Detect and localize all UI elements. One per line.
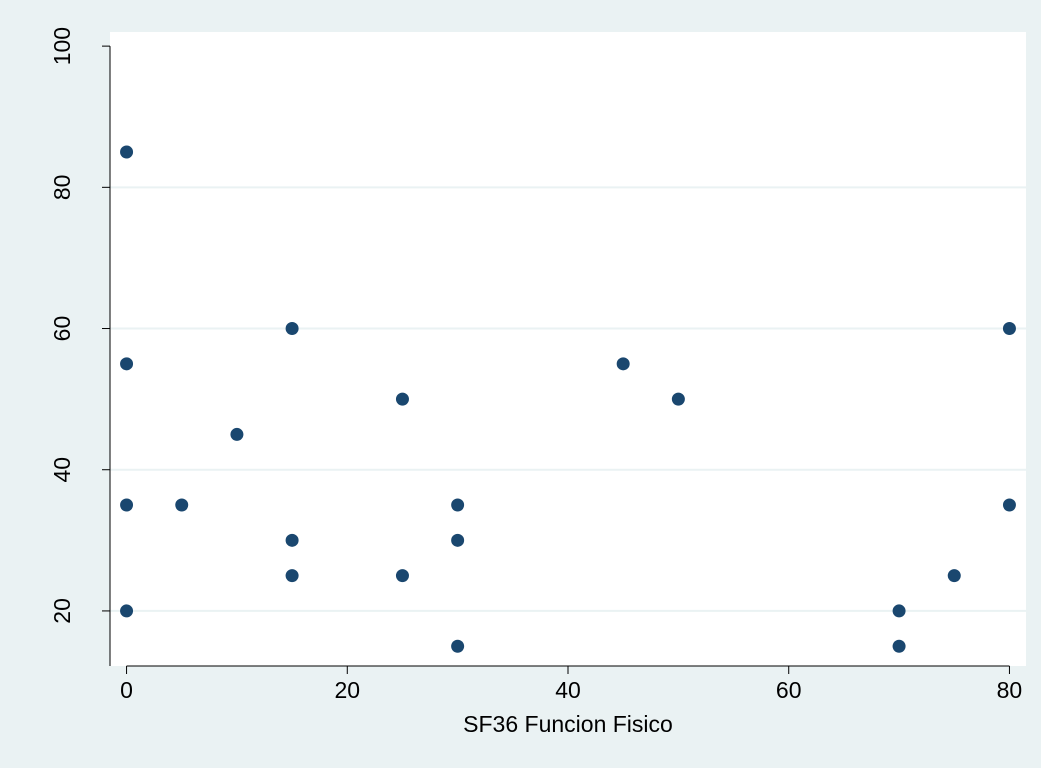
x-tick-label: 60 — [776, 677, 802, 703]
data-point — [395, 569, 409, 583]
data-point — [120, 604, 134, 618]
x-axis-ticks: 0 20 40 60 80 — [120, 666, 1022, 703]
x-tick-label: 0 — [120, 677, 133, 703]
gridlines — [110, 186, 1026, 612]
data-point — [451, 639, 465, 653]
y-tick-label: 40 — [49, 457, 75, 483]
x-tick-label: 40 — [555, 677, 581, 703]
data-points — [120, 145, 1016, 653]
data-point — [175, 498, 189, 512]
data-point — [285, 569, 299, 583]
y-tick-label: 80 — [49, 175, 75, 201]
data-point — [285, 533, 299, 547]
data-point — [120, 498, 134, 512]
y-tick-label: 60 — [49, 316, 75, 342]
y-tick-label: 100 — [49, 27, 75, 65]
data-point — [1002, 498, 1016, 512]
data-point — [892, 639, 906, 653]
data-point — [1002, 322, 1016, 336]
x-tick-label: 80 — [997, 677, 1023, 703]
data-point — [671, 392, 685, 406]
data-point — [120, 145, 134, 159]
data-point — [395, 392, 409, 406]
y-axis-ticks: 20 40 60 80 100 — [49, 27, 110, 624]
data-point — [616, 357, 630, 371]
data-point — [230, 427, 244, 441]
x-tick-label: 20 — [334, 677, 360, 703]
data-point — [451, 498, 465, 512]
data-point — [285, 322, 299, 336]
data-point — [947, 569, 961, 583]
data-point — [451, 533, 465, 547]
plot-area — [110, 32, 1026, 666]
data-point — [892, 604, 906, 618]
x-axis-title: SF36 Funcion Fisico — [463, 711, 673, 737]
data-point — [120, 357, 134, 371]
y-tick-label: 20 — [49, 598, 75, 624]
